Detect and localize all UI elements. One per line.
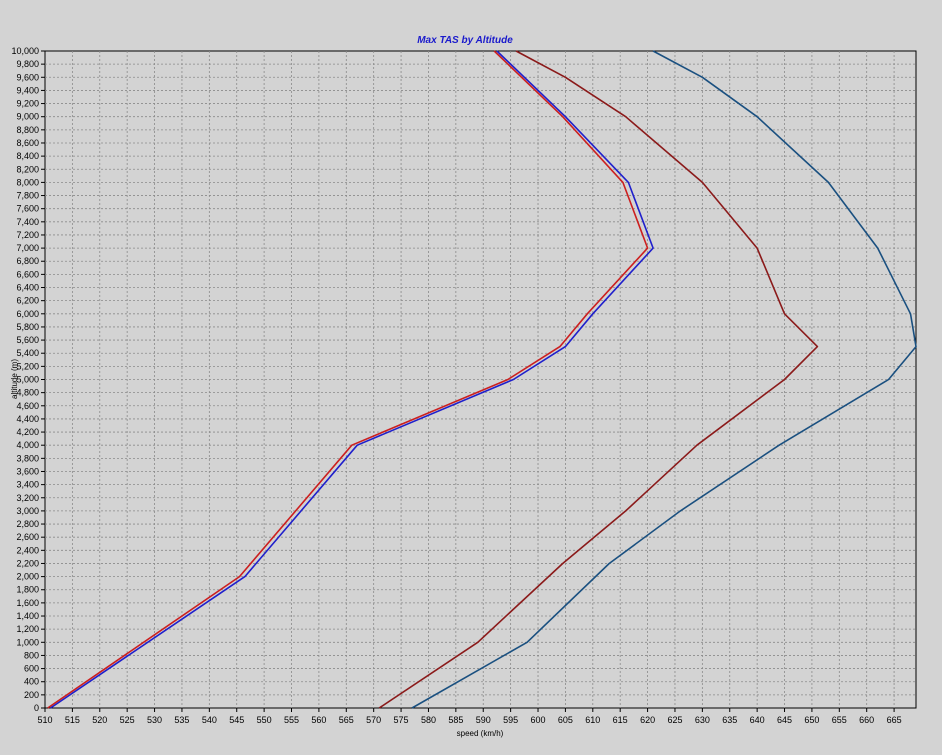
x-tick-label: 540 [202,715,217,725]
y-tick-label: 2,400 [16,545,39,555]
y-tick-label: 4,400 [16,414,39,424]
y-tick-label: 9,600 [16,72,39,82]
x-tick-label: 510 [37,715,52,725]
y-axis-ticks: 0 200 400 600 800 1,000 1,200 1,400 1,600 1,800 2,… [11,46,45,713]
x-tick-label: 515 [65,715,80,725]
y-tick-label: 7,400 [16,217,39,227]
y-tick-label: 1,200 [16,624,39,634]
y-tick-label: 6,200 [16,296,39,306]
y-tick-label: 2,000 [16,572,39,582]
x-tick-label: 660 [859,715,874,725]
y-tick-label: 2,600 [16,532,39,542]
y-tick-label: 3,400 [16,480,39,490]
y-tick-label: 8,400 [16,151,39,161]
series-line-3 [378,50,819,709]
x-axis-title: speed (km/h) [457,729,504,738]
y-tick-label: 7,000 [16,243,39,253]
y-tick-label: 3,800 [16,453,39,463]
x-tick-label: 665 [887,715,902,725]
y-tick-label: 9,800 [16,59,39,69]
y-tick-label: 7,200 [16,230,39,240]
x-tick-label: 620 [640,715,655,725]
y-tick-label: 5,000 [16,375,39,385]
y-tick-label: 4,800 [16,388,39,398]
y-tick-label: 8,800 [16,125,39,135]
x-tick-label: 525 [120,715,135,725]
y-tick-label: 9,000 [16,112,39,122]
x-tick-label: 650 [804,715,819,725]
y-tick-label: 7,600 [16,204,39,214]
x-tick-label: 520 [92,715,107,725]
y-tick-label: 800 [24,650,39,660]
x-tick-label: 635 [722,715,737,725]
y-tick-label: 6,600 [16,269,39,279]
x-tick-label: 640 [750,715,765,725]
y-tick-label: 6,800 [16,256,39,266]
y-tick-label: 4,000 [16,440,39,450]
y-tick-label: 8,600 [16,138,39,148]
x-axis-ticks: 510 515 520 525 530 535 540 545 550 555 560 565 570 5… [37,708,902,725]
y-axis-title: altitude (m) [10,359,19,399]
x-tick-label: 630 [695,715,710,725]
y-tick-label: 1,000 [16,637,39,647]
y-tick-label: 5,200 [16,361,39,371]
x-tick-label: 590 [476,715,491,725]
y-tick-label: 1,800 [16,585,39,595]
y-tick-label: 2,800 [16,519,39,529]
x-tick-label: 560 [311,715,326,725]
y-tick-label: 8,000 [16,177,39,187]
series-line-4 [411,50,917,709]
x-tick-label: 595 [503,715,518,725]
x-tick-label: 545 [229,715,244,725]
y-tick-label: 2,200 [16,558,39,568]
x-tick-label: 550 [257,715,272,725]
y-tick-label: 1,400 [16,611,39,621]
x-tick-label: 570 [366,715,381,725]
x-tick-label: 530 [147,715,162,725]
y-tick-label: 3,000 [16,506,39,516]
x-tick-label: 610 [585,715,600,725]
x-tick-label: 565 [339,715,354,725]
y-tick-label: 6,400 [16,283,39,293]
x-tick-label: 615 [613,715,628,725]
y-tick-label: 9,400 [16,85,39,95]
y-tick-label: 8,200 [16,164,39,174]
y-tick-label: 1,600 [16,598,39,608]
y-tick-label: 7,800 [16,191,39,201]
y-tick-label: 400 [24,677,39,687]
x-tick-label: 580 [421,715,436,725]
y-tick-label: 200 [24,690,39,700]
y-tick-label: 9,200 [16,99,39,109]
x-tick-label: 600 [531,715,546,725]
y-tick-label: 6,000 [16,309,39,319]
y-tick-label: 3,600 [16,466,39,476]
x-tick-label: 575 [394,715,409,725]
y-tick-label: 4,200 [16,427,39,437]
y-tick-label: 600 [24,664,39,674]
y-tick-label: 0 [34,703,39,713]
x-tick-label: 585 [448,715,463,725]
grid [45,51,916,708]
x-tick-label: 555 [284,715,299,725]
y-tick-label: 4,600 [16,401,39,411]
y-tick-label: 5,600 [16,335,39,345]
x-tick-label: 645 [777,715,792,725]
series-line-1 [50,50,654,709]
x-tick-label: 625 [667,715,682,725]
x-tick-label: 605 [558,715,573,725]
y-tick-label: 3,200 [16,493,39,503]
y-tick-label: 10,000 [11,46,39,56]
x-tick-label: 655 [832,715,847,725]
series-line-2 [47,50,649,709]
y-tick-label: 5,400 [16,348,39,358]
series-group [47,50,917,709]
x-tick-label: 535 [174,715,189,725]
chart-title: Max TAS by Altitude [417,35,513,46]
y-tick-label: 5,800 [16,322,39,332]
